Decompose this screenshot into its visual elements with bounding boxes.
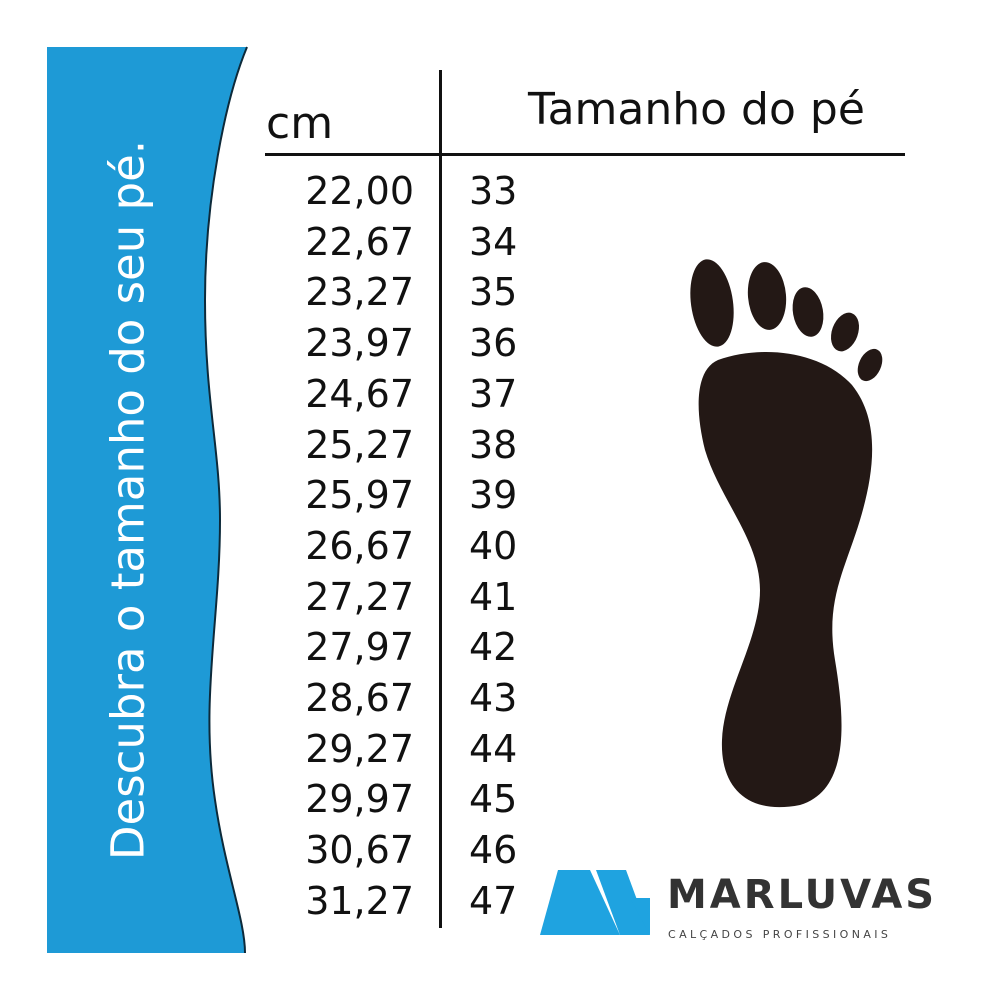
cm-value: 25,97 xyxy=(305,473,414,518)
table-row: 25,27 38 xyxy=(0,420,600,470)
table-row: 23,27 35 xyxy=(0,267,600,317)
cm-value: 22,00 xyxy=(305,169,414,213)
size-value: 40 xyxy=(469,523,518,568)
size-value: 47 xyxy=(469,878,518,923)
table-row: 26,67 40 xyxy=(0,521,600,571)
cm-value: 27,27 xyxy=(305,574,414,619)
cm-value: 23,97 xyxy=(305,321,414,366)
size-value: 46 xyxy=(469,828,518,873)
table-row: 30,67 46 xyxy=(0,825,600,875)
table-row: 22,00 33 xyxy=(0,166,600,216)
logo-tagline: CALÇADOS PROFISSIONAIS xyxy=(668,928,892,941)
size-value: 43 xyxy=(469,676,518,720)
table-row: 24,67 37 xyxy=(0,369,600,419)
table-row: 25,97 39 xyxy=(0,470,600,520)
cm-value: 27,97 xyxy=(305,625,414,670)
header-size: Tamanho do pé xyxy=(528,84,865,135)
table-row: 27,97 42 xyxy=(0,622,600,672)
blue-banner xyxy=(47,46,248,954)
size-value: 41 xyxy=(469,574,518,619)
column-divider xyxy=(439,70,442,928)
table-row: 22,67 34 xyxy=(0,217,600,267)
cm-value: 28,67 xyxy=(305,676,414,720)
header-cm: cm xyxy=(266,98,334,149)
size-value: 34 xyxy=(469,219,518,264)
cm-value: 22,67 xyxy=(305,219,414,264)
table-row: 29,27 44 xyxy=(0,724,600,774)
table-row: 28,67 43 xyxy=(0,673,600,723)
table-row: 27,27 41 xyxy=(0,572,600,622)
cm-value: 23,27 xyxy=(305,270,414,315)
size-value: 36 xyxy=(469,321,518,366)
logo-name: MARLUVAS xyxy=(667,872,938,918)
cm-value: 29,27 xyxy=(305,726,414,771)
cm-value: 26,67 xyxy=(305,523,414,568)
size-value: 44 xyxy=(469,726,518,771)
size-value: 38 xyxy=(469,422,518,467)
size-value: 37 xyxy=(469,371,518,416)
table-row: 23,97 36 xyxy=(0,318,600,368)
size-value: 42 xyxy=(469,625,518,670)
cm-value: 25,27 xyxy=(305,422,414,467)
cm-value: 31,27 xyxy=(305,878,414,923)
cm-value: 29,97 xyxy=(305,777,414,822)
cm-value: 30,67 xyxy=(305,828,414,873)
table-row: 31,27 47 xyxy=(0,876,600,926)
size-value: 39 xyxy=(469,473,518,518)
size-value: 45 xyxy=(469,777,518,822)
header-divider xyxy=(265,153,905,156)
cm-value: 24,67 xyxy=(305,371,414,416)
size-value: 35 xyxy=(469,270,518,315)
size-value: 33 xyxy=(469,169,518,213)
table-row: 29,97 45 xyxy=(0,774,600,824)
